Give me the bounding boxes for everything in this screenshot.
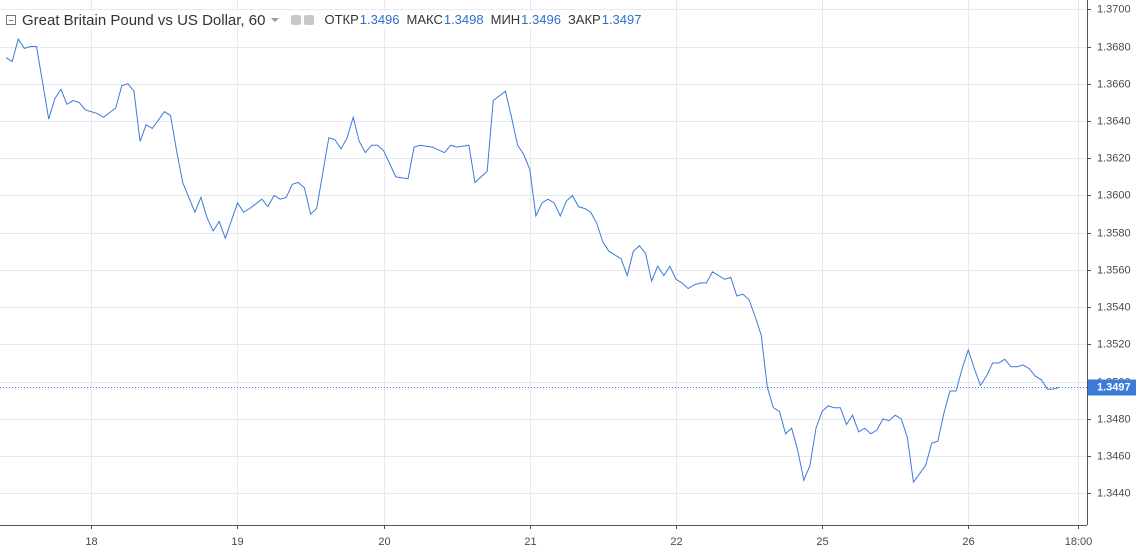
y-tick-label: 1.3460 xyxy=(1097,450,1131,462)
ohlc-label: МАКС xyxy=(406,12,443,27)
last-price-box xyxy=(1088,379,1136,396)
x-tick-label: 18 xyxy=(85,536,97,548)
y-tick-label: 1.3680 xyxy=(1097,41,1131,53)
y-tick-label: 1.3600 xyxy=(1097,189,1131,201)
symbol-title[interactable]: Great Britain Pound vs US Dollar, 60 xyxy=(22,11,266,29)
interval-dropdown[interactable] xyxy=(271,18,280,22)
collapse-button[interactable] xyxy=(6,15,16,25)
ohlc-label: МИН xyxy=(490,12,521,27)
x-tick-label: 25 xyxy=(816,536,828,548)
visibility-icon[interactable] xyxy=(291,15,302,25)
ohlc-label: ЗАКР xyxy=(567,12,601,27)
settings-icon[interactable] xyxy=(304,15,315,25)
y-tick-label: 1.3540 xyxy=(1097,301,1131,313)
y-tick-label: 1.3560 xyxy=(1097,264,1131,276)
y-tick-label: 1.3660 xyxy=(1097,78,1131,90)
y-tick-label: 1.3700 xyxy=(1097,3,1131,15)
x-tick-label: 20 xyxy=(378,536,390,548)
y-tick-label: 1.3440 xyxy=(1097,487,1131,499)
y-tick-label: 1.3520 xyxy=(1097,338,1131,350)
x-tick-label: 21 xyxy=(524,536,536,548)
y-tick-label: 1.3580 xyxy=(1097,227,1131,239)
y-tick-label: 1.3640 xyxy=(1097,115,1131,127)
y-tick-label: 1.3620 xyxy=(1097,152,1131,164)
legend-header: Great Britain Pound vs US Dollar, 60 ОТК… xyxy=(6,11,646,29)
ohlc: ОТКР1.3496 МАКС1.3498 МИН1.3496 ЗАКР1.3497 xyxy=(317,11,641,29)
price-line xyxy=(5,37,1060,484)
x-tick-label: 26 xyxy=(962,536,974,548)
x-tick-label: 22 xyxy=(670,536,682,548)
y-tick-label: 1.3480 xyxy=(1097,413,1131,425)
ohlc-label: ОТКР xyxy=(324,12,359,27)
x-tick-label: 19 xyxy=(231,536,243,548)
last-price-label: 1.3497 xyxy=(1097,381,1131,393)
x-tick-label: 18:00 xyxy=(1065,536,1093,548)
ohlc-value: 1.3496 xyxy=(359,12,400,27)
ohlc-value: 1.3497 xyxy=(601,12,642,27)
ohlc-value: 1.3498 xyxy=(443,12,484,27)
ohlc-value: 1.3496 xyxy=(521,12,561,27)
